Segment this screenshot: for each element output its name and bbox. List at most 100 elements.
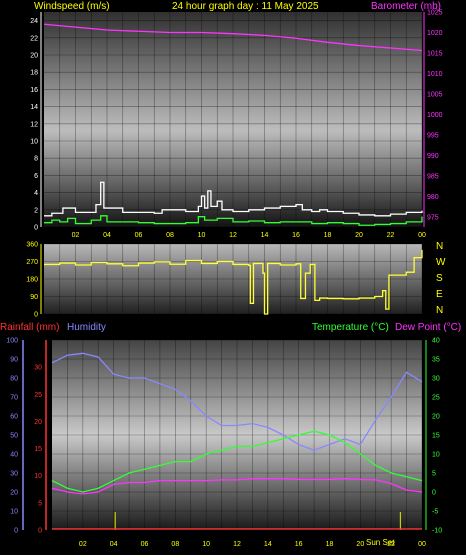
wind-tick-label: 2 <box>34 207 38 214</box>
wind-tick-label: 0 <box>34 225 38 232</box>
temperature-tick-label: 35 <box>432 357 440 364</box>
temperature-tick-label: 0 <box>432 490 436 497</box>
compass-letter: N <box>436 241 443 252</box>
humidity-tick-label: 40 <box>10 452 18 459</box>
temp-x-tick-label: 12 <box>233 541 241 548</box>
wind-tick-label: 14 <box>30 104 38 111</box>
rainfall-tick-label: 15 <box>34 446 42 453</box>
temp-x-tick-label: 08 <box>171 541 179 548</box>
wind-axis-title: Windspeed (m/s) <box>34 1 110 12</box>
temp-x-tick-label: 22 <box>387 541 395 548</box>
direction-tick-label: 90 <box>30 294 38 301</box>
data-series <box>43 23 423 530</box>
wind-tick-label: 4 <box>34 190 38 197</box>
humidity-tick-label: 90 <box>10 357 18 364</box>
temperature-tick-label: 40 <box>432 338 440 345</box>
humidity-tick-label: 60 <box>10 414 18 421</box>
wind-tick-label: 20 <box>30 53 38 60</box>
dew-point-axis-title: Dew Point (°C) <box>395 322 461 333</box>
wind-tick-label: 6 <box>34 173 38 180</box>
direction-tick-label: 180 <box>26 277 38 284</box>
wind-x-tick-label: 12 <box>229 232 237 239</box>
rainfall-tick-label: 30 <box>34 365 42 372</box>
direction-tick-label: 270 <box>26 259 38 266</box>
wind-tick-label: 10 <box>30 139 38 146</box>
humidity-tick-label: 0 <box>14 528 18 535</box>
direction-panel-bg <box>44 244 422 314</box>
barometer-tick-label: 975 <box>427 214 439 221</box>
temperature-tick-label: 15 <box>432 433 440 440</box>
humidity-tick-label: 70 <box>10 395 18 402</box>
humidity-tick-label: 20 <box>10 490 18 497</box>
barometer-tick-label: 1025 <box>427 10 443 17</box>
barometer-tick-label: 1000 <box>427 112 443 119</box>
wind-tick-label: 12 <box>30 121 38 128</box>
wind-direction-line <box>44 249 423 315</box>
dew-point-line <box>51 478 423 495</box>
temp-x-tick-label: 00 <box>418 541 426 548</box>
wind-x-tick-label: 04 <box>103 232 111 239</box>
temp-x-tick-label: 20 <box>356 541 364 548</box>
temperature-tick-label: 30 <box>432 376 440 383</box>
humidity-axis-title: Humidity <box>67 322 106 333</box>
temp-x-tick-label: 18 <box>326 541 334 548</box>
humidity-tick-label: 10 <box>10 509 18 516</box>
temperature-tick-label: -10 <box>432 528 442 535</box>
wind-x-tick-label: 22 <box>387 232 395 239</box>
barometer-tick-label: 1020 <box>427 30 443 37</box>
compass-letter: E <box>436 289 443 300</box>
temperature-line <box>51 430 423 493</box>
temp-x-tick-label: 14 <box>264 541 272 548</box>
wind-tick-label: 18 <box>30 70 38 77</box>
temperature-tick-label: -5 <box>432 509 438 516</box>
barometer-tick-label: 980 <box>427 194 439 201</box>
barometer-line <box>43 23 423 52</box>
wind-x-tick-label: 02 <box>72 232 80 239</box>
rainfall-tick-label: 10 <box>34 473 42 480</box>
wind-tick-label: 22 <box>30 35 38 42</box>
temperature-panel-bg <box>52 340 422 530</box>
rainfall-tick-label: 0 <box>38 528 42 535</box>
wind-x-tick-label: 00 <box>418 232 426 239</box>
humidity-tick-label: 80 <box>10 376 18 383</box>
wind-gust-line <box>44 215 423 226</box>
barometer-tick-label: 995 <box>427 132 439 139</box>
barometer-tick-label: 1005 <box>427 91 443 98</box>
barometer-tick-label: 1010 <box>427 71 443 78</box>
compass-letter: S <box>436 273 443 284</box>
wind-speed-line <box>44 181 423 217</box>
rainfall-tick-label: 25 <box>34 392 42 399</box>
rainfall-tick-label: 20 <box>34 419 42 426</box>
temp-x-tick-label: 06 <box>141 541 149 548</box>
wind-x-tick-label: 16 <box>292 232 300 239</box>
rainfall-tick-label: 5 <box>38 500 42 507</box>
direction-tick-label: 360 <box>26 242 38 249</box>
wind-tick-label: 24 <box>30 18 38 25</box>
humidity-tick-label: 50 <box>10 433 18 440</box>
temperature-axis-title: Temperature (°C) <box>312 322 389 333</box>
wind-x-tick-label: 18 <box>324 232 332 239</box>
barometer-tick-label: 1015 <box>427 50 443 57</box>
wind-x-tick-label: 08 <box>166 232 174 239</box>
chart-title: 24 hour graph day : 11 May 2025 <box>172 1 319 12</box>
temperature-tick-label: 20 <box>432 414 440 421</box>
wind-x-tick-label: 20 <box>355 232 363 239</box>
temp-x-tick-label: 02 <box>79 541 87 548</box>
humidity-tick-label: 100 <box>6 338 18 345</box>
humidity-tick-label: 30 <box>10 471 18 478</box>
wind-x-tick-label: 14 <box>261 232 269 239</box>
sunset-marker-label: Sun Set <box>366 538 395 547</box>
wind-tick-label: 16 <box>30 87 38 94</box>
temperature-tick-label: 10 <box>432 452 440 459</box>
compass-letter: N <box>436 305 443 316</box>
wind-panel-bg <box>44 12 422 227</box>
axis-labels: 0246810121416182022249759809859909951000… <box>6 10 442 549</box>
humidity-line <box>51 352 423 451</box>
temp-x-tick-label: 04 <box>110 541 118 548</box>
temp-x-tick-label: 16 <box>295 541 303 548</box>
barometer-tick-label: 990 <box>427 153 439 160</box>
temperature-tick-label: 25 <box>432 395 440 402</box>
wind-tick-label: 8 <box>34 156 38 163</box>
